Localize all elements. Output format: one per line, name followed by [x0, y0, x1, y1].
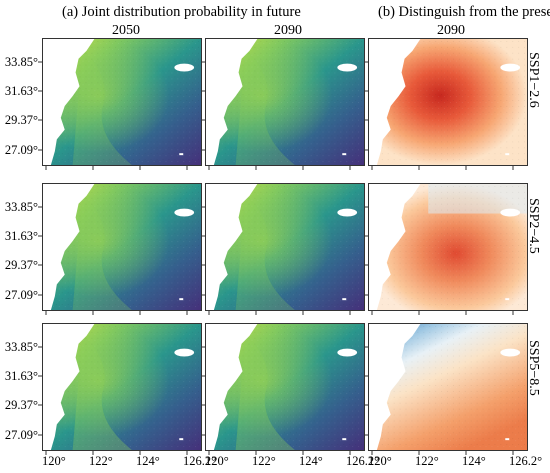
x-tick-label: 122° — [415, 454, 439, 468]
y-tick-label: 33.85° — [4, 200, 38, 214]
land-mask — [206, 324, 258, 450]
axis-ticks — [364, 61, 514, 170]
land-mask — [206, 184, 258, 310]
y-tick-label: 33.85° — [4, 55, 38, 69]
land-mask — [43, 184, 95, 310]
y-tick-label: 29.37° — [4, 398, 38, 412]
island-mask — [174, 208, 195, 217]
land-mask — [369, 184, 421, 310]
island-mask — [500, 63, 521, 72]
y-tick-label: 33.85° — [4, 340, 38, 354]
map-panel-ssp1-2050 — [42, 38, 202, 166]
land-mask — [369, 324, 421, 450]
map-panel-ssp5-diff — [368, 323, 528, 451]
row-label-ssp1: SSP1−2.6 — [526, 52, 541, 108]
axis-ticks — [201, 61, 351, 170]
x-tick-label: 122° — [252, 454, 276, 468]
map-panel-ssp5-2050 — [42, 323, 202, 451]
axis-ticks — [201, 346, 351, 455]
y-tick-label: 29.37° — [4, 113, 38, 127]
land-mask — [369, 39, 421, 165]
x-tick-label: 124° — [299, 454, 323, 468]
island-mask — [174, 63, 195, 72]
map-panel-ssp1-diff — [368, 38, 528, 166]
y-tick-label: 31.63° — [4, 229, 38, 243]
column-label-2090-a: 2090 — [274, 23, 302, 38]
y-tick-label: 27.09° — [4, 143, 38, 157]
x-tick-label: 120° — [205, 454, 229, 468]
y-tick-label: 27.09° — [4, 288, 38, 302]
x-tick-label: 126.2° — [183, 454, 217, 468]
axis-ticks — [38, 61, 188, 170]
x-tick-label: 126.2° — [346, 454, 380, 468]
island-mask — [500, 348, 521, 357]
island-mask — [337, 348, 358, 357]
header-joint-distribution: (a) Joint distribution probability in fu… — [62, 4, 301, 20]
map-panel-ssp1-2090 — [205, 38, 365, 166]
axis-ticks — [38, 206, 188, 315]
column-label-2090-b: 2090 — [437, 23, 465, 38]
y-tick-label: 31.63° — [4, 84, 38, 98]
column-label-2050: 2050 — [112, 23, 140, 38]
x-tick-label: 120° — [368, 454, 392, 468]
map-panel-ssp2-2050 — [42, 183, 202, 311]
map-panel-ssp5-2090 — [205, 323, 365, 451]
x-tick-label: 122° — [89, 454, 113, 468]
land-mask — [206, 39, 258, 165]
x-tick-label: 124° — [462, 454, 486, 468]
axis-ticks — [364, 346, 514, 455]
island-mask — [174, 348, 195, 357]
map-panel-ssp2-2090 — [205, 183, 365, 311]
axis-ticks — [38, 346, 188, 455]
island-mask — [500, 208, 521, 217]
row-label-ssp2: SSP2−4.5 — [526, 198, 541, 254]
y-tick-label: 31.63° — [4, 369, 38, 383]
row-label-ssp5: SSP5−8.5 — [526, 340, 541, 396]
land-mask — [43, 39, 95, 165]
axis-ticks — [201, 206, 351, 315]
x-tick-label: 124° — [136, 454, 160, 468]
x-tick-label: 126.2° — [509, 454, 543, 468]
y-tick-label: 27.09° — [4, 428, 38, 442]
x-tick-label: 120° — [42, 454, 66, 468]
island-mask — [337, 63, 358, 72]
map-panel-ssp2-diff — [368, 183, 528, 311]
axis-ticks — [364, 206, 514, 315]
y-tick-label: 29.37° — [4, 258, 38, 272]
land-mask — [43, 324, 95, 450]
header-distinguish: (b) Distinguish from the present — [378, 4, 550, 20]
island-mask — [337, 208, 358, 217]
